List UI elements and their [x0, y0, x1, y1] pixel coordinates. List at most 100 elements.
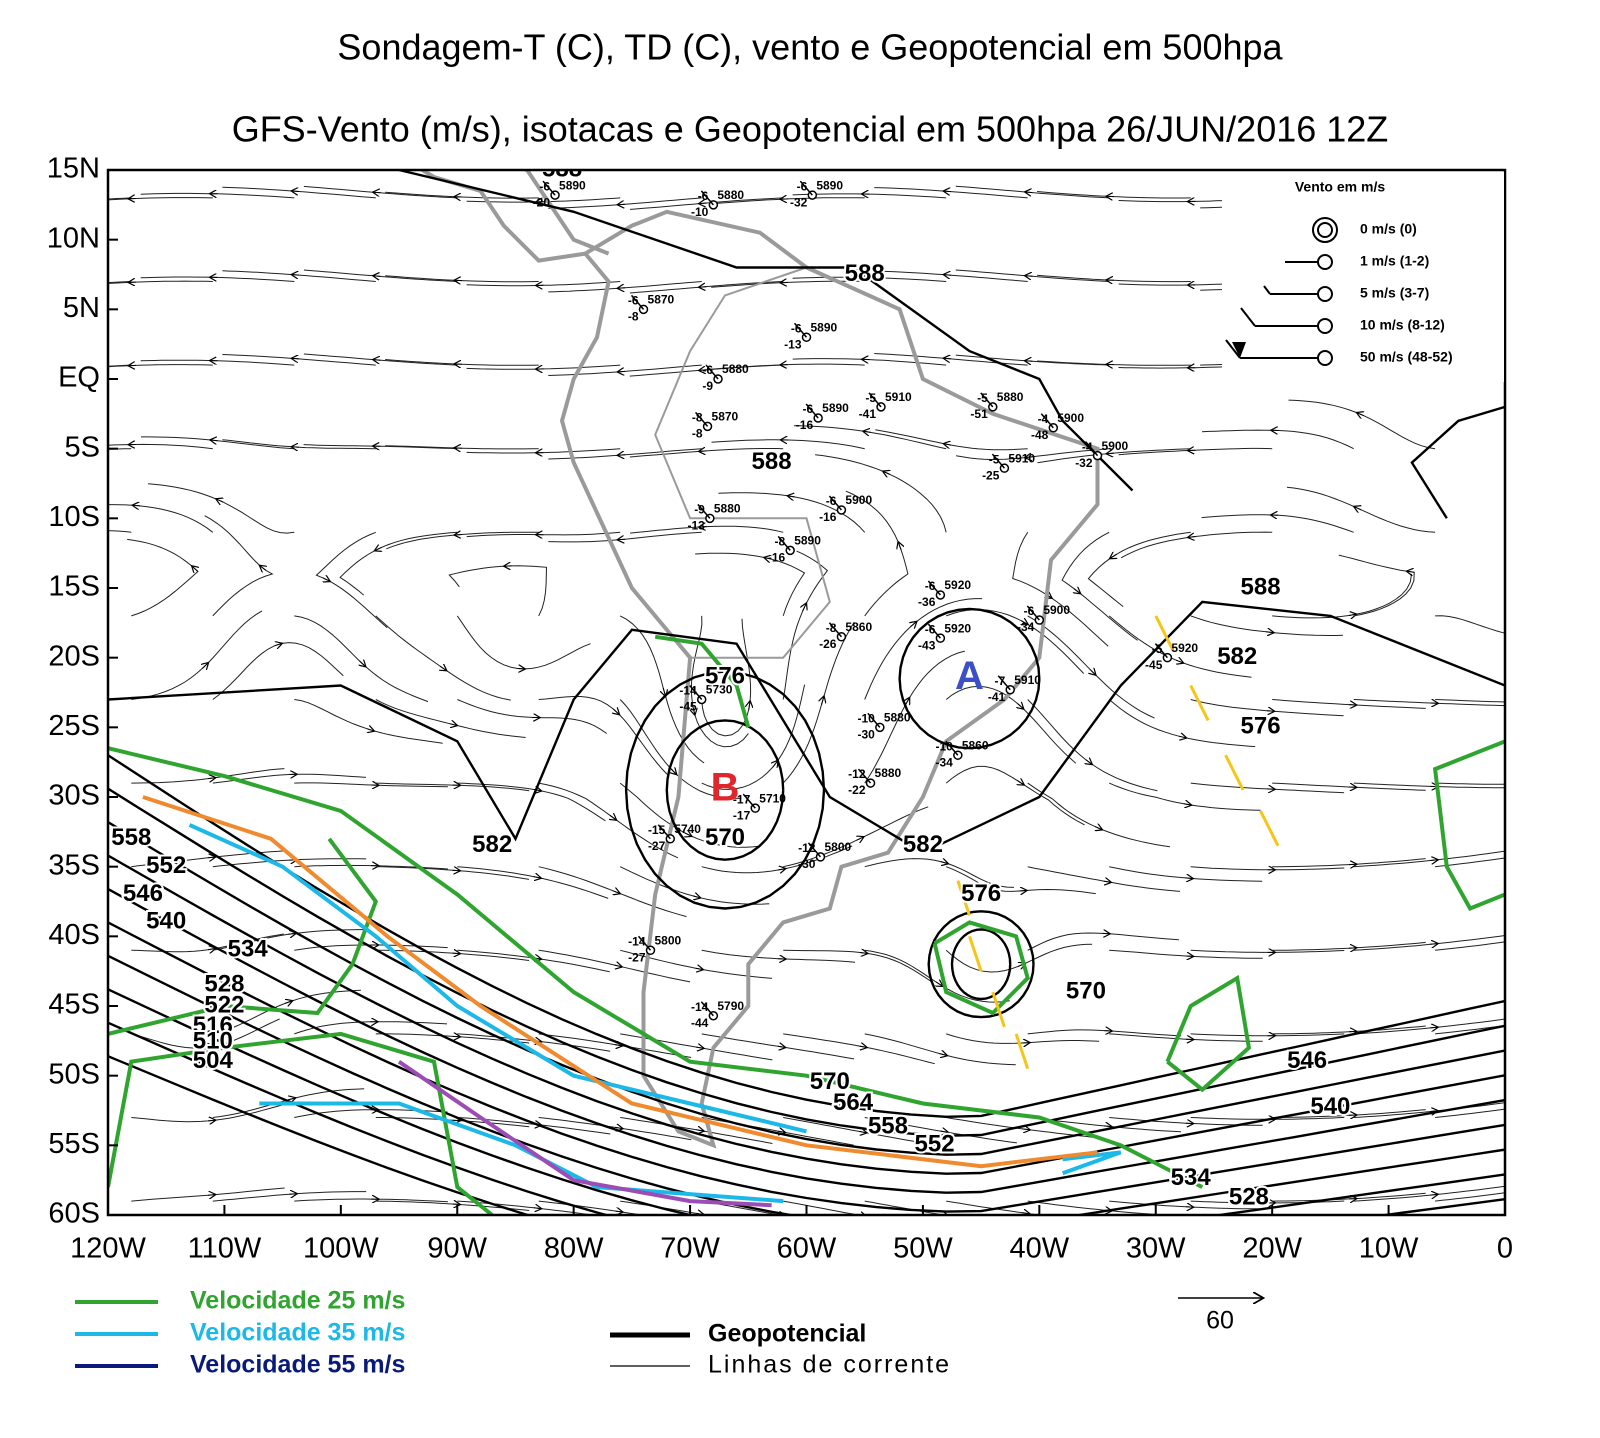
streamline-arrow — [803, 604, 806, 612]
streamline — [874, 270, 1028, 282]
x-tick-label: 10W — [1359, 1233, 1419, 1265]
streamline-arrow — [944, 444, 952, 445]
wind-barb — [945, 740, 959, 756]
streamline-arrow — [911, 622, 917, 627]
wind-barb — [630, 294, 645, 310]
streamline-arrow — [207, 1120, 215, 1121]
streamline-arrow — [618, 455, 626, 456]
station-height: 5710 — [759, 791, 786, 805]
streamline-arrow — [206, 1046, 214, 1047]
streamline-arrow — [1430, 860, 1437, 861]
station-temperature: -6 — [802, 402, 813, 416]
streamline — [630, 525, 784, 534]
streamline-arrow — [1074, 589, 1080, 594]
wind-barb — [1026, 605, 1040, 621]
streamline-arrow — [696, 1130, 703, 1131]
geopotential-label: 534 — [228, 936, 269, 963]
streamline-arrow — [693, 706, 695, 714]
streamline — [1435, 615, 1505, 634]
station-dewpoint: -26 — [819, 637, 837, 651]
streamline-arrow — [1512, 940, 1519, 941]
streamline — [1435, 699, 1505, 703]
wind-barb — [777, 535, 791, 551]
station-height: 5880 — [997, 390, 1024, 404]
station-dewpoint: -34 — [935, 755, 953, 769]
streamline — [303, 353, 458, 366]
streamline — [548, 364, 702, 376]
wind-legend-item: 1 m/s (1-2) — [1360, 253, 1429, 269]
wind-barb — [700, 190, 714, 206]
streamline-arrow — [449, 724, 457, 726]
streamline-arrow — [944, 275, 952, 276]
streamline-arrow — [859, 1046, 866, 1047]
streamline-arrow — [1021, 621, 1027, 625]
streamline-arrow — [700, 287, 707, 288]
geopotential-label: 582 — [472, 831, 512, 858]
streamline — [131, 1187, 285, 1202]
station-temperature: -6 — [1024, 604, 1035, 618]
station-temperature: -7 — [995, 674, 1006, 688]
y-tick-label: 15N — [47, 153, 100, 185]
plot-area: -6 5890 -20 -6 5880 -10 -6 5890 -32 -6 5870 -8 -6 589… — [48, 170, 1519, 1215]
geopotential-label: 576 — [1241, 713, 1281, 740]
streamline — [108, 280, 213, 284]
streamline-arrow — [1430, 944, 1437, 945]
streamline — [131, 610, 263, 700]
streamline-arrow — [700, 203, 707, 204]
streamline — [1190, 615, 1343, 636]
streamline-arrow — [1266, 711, 1274, 712]
y-tick-label: 10S — [48, 501, 100, 533]
station-temperature: -14 — [691, 1000, 709, 1014]
streamline — [1201, 429, 1354, 450]
streamline — [701, 949, 856, 963]
station-height: 5880 — [875, 766, 902, 780]
station-height: 5800 — [655, 933, 682, 947]
station-temperature: -9 — [694, 503, 705, 517]
station-height: 5870 — [712, 410, 739, 424]
station-dewpoint: -10 — [691, 205, 709, 219]
streamline-arrow — [48, 286, 55, 287]
streamline — [1272, 858, 1426, 868]
streamline-arrow — [202, 663, 208, 668]
streamline-arrow — [1026, 276, 1033, 277]
streamline — [538, 949, 691, 983]
station-temperature: -6 — [925, 622, 936, 636]
station-temperature: -15 — [648, 823, 666, 837]
streamline-arrow — [939, 1054, 947, 1056]
bottom-legend: Velocidade 25 m/s Velocidade 35 m/s Veloci… — [75, 1287, 1262, 1379]
geopotential-label: 588 — [845, 260, 885, 287]
streamline-arrow — [777, 1131, 785, 1132]
x-tick-label: 90W — [427, 1233, 487, 1265]
streamline-arrow — [778, 869, 785, 870]
streamline-arrow — [944, 191, 952, 192]
streamline-arrow — [1104, 1126, 1111, 1127]
streamline-arrow — [207, 778, 215, 779]
geopotential-label: 552 — [146, 852, 186, 879]
geopotential-contour — [108, 754, 1505, 1119]
streamline — [303, 269, 458, 282]
streamline-arrow — [695, 968, 703, 969]
streamline — [538, 1033, 692, 1058]
streamline-arrow — [274, 644, 282, 646]
wind-barb — [991, 453, 1005, 469]
y-tick-label: 60S — [48, 1198, 100, 1230]
wind-symbol — [1240, 307, 1256, 327]
streamline — [548, 531, 702, 543]
geopotential-contour — [927, 910, 1035, 1019]
geopotential-contour — [398, 170, 1134, 492]
station-dewpoint: -13 — [688, 519, 706, 533]
streamline-arrow — [1348, 614, 1356, 615]
station-temperature: -6 — [925, 579, 936, 593]
scale-vector-label: 60 — [1206, 1307, 1234, 1335]
station-dewpoint: -48 — [1031, 428, 1049, 442]
wind-legend-item: 5 m/s (3-7) — [1360, 285, 1429, 301]
station-dewpoint: -16 — [819, 510, 837, 524]
wind-barb — [828, 622, 842, 638]
streamline — [783, 1200, 861, 1215]
border — [654, 266, 831, 659]
streamline-arrow — [615, 1211, 622, 1212]
geopotential-contour — [950, 928, 1012, 1001]
station-temperature: -8 — [692, 411, 703, 425]
geopotential-label: 540 — [1310, 1093, 1350, 1120]
streamline-arrow — [613, 709, 619, 714]
